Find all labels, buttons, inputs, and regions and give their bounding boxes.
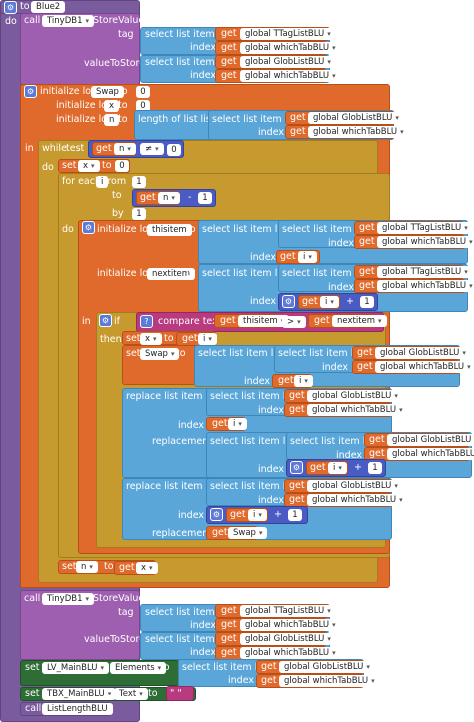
mutator-gear-icon[interactable]: ⚙ [282,295,295,308]
mutator-gear-icon[interactable]: ⚙ [99,314,112,327]
tinydb-dropdown[interactable]: TinyDB1 ▾ [42,593,95,605]
mutator-gear-icon[interactable]: ⚙ [290,461,303,474]
mutator-gear-icon[interactable]: ⚙ [4,1,17,14]
mutator-gear-icon[interactable]: ⚙ [24,85,37,98]
do-label: do [5,16,17,27]
empty-text-block[interactable] [166,686,194,701]
tinydb-dropdown[interactable]: TinyDB1 ▾ [42,15,95,27]
mutator-gear-icon[interactable]: ⚙ [82,221,95,234]
to-label: to [20,1,30,12]
mutator-gear-icon[interactable]: ⚙ [210,508,223,521]
mutator-gear-icon[interactable]: ? [140,315,153,328]
procedure-name[interactable]: Blue2 [31,1,66,13]
